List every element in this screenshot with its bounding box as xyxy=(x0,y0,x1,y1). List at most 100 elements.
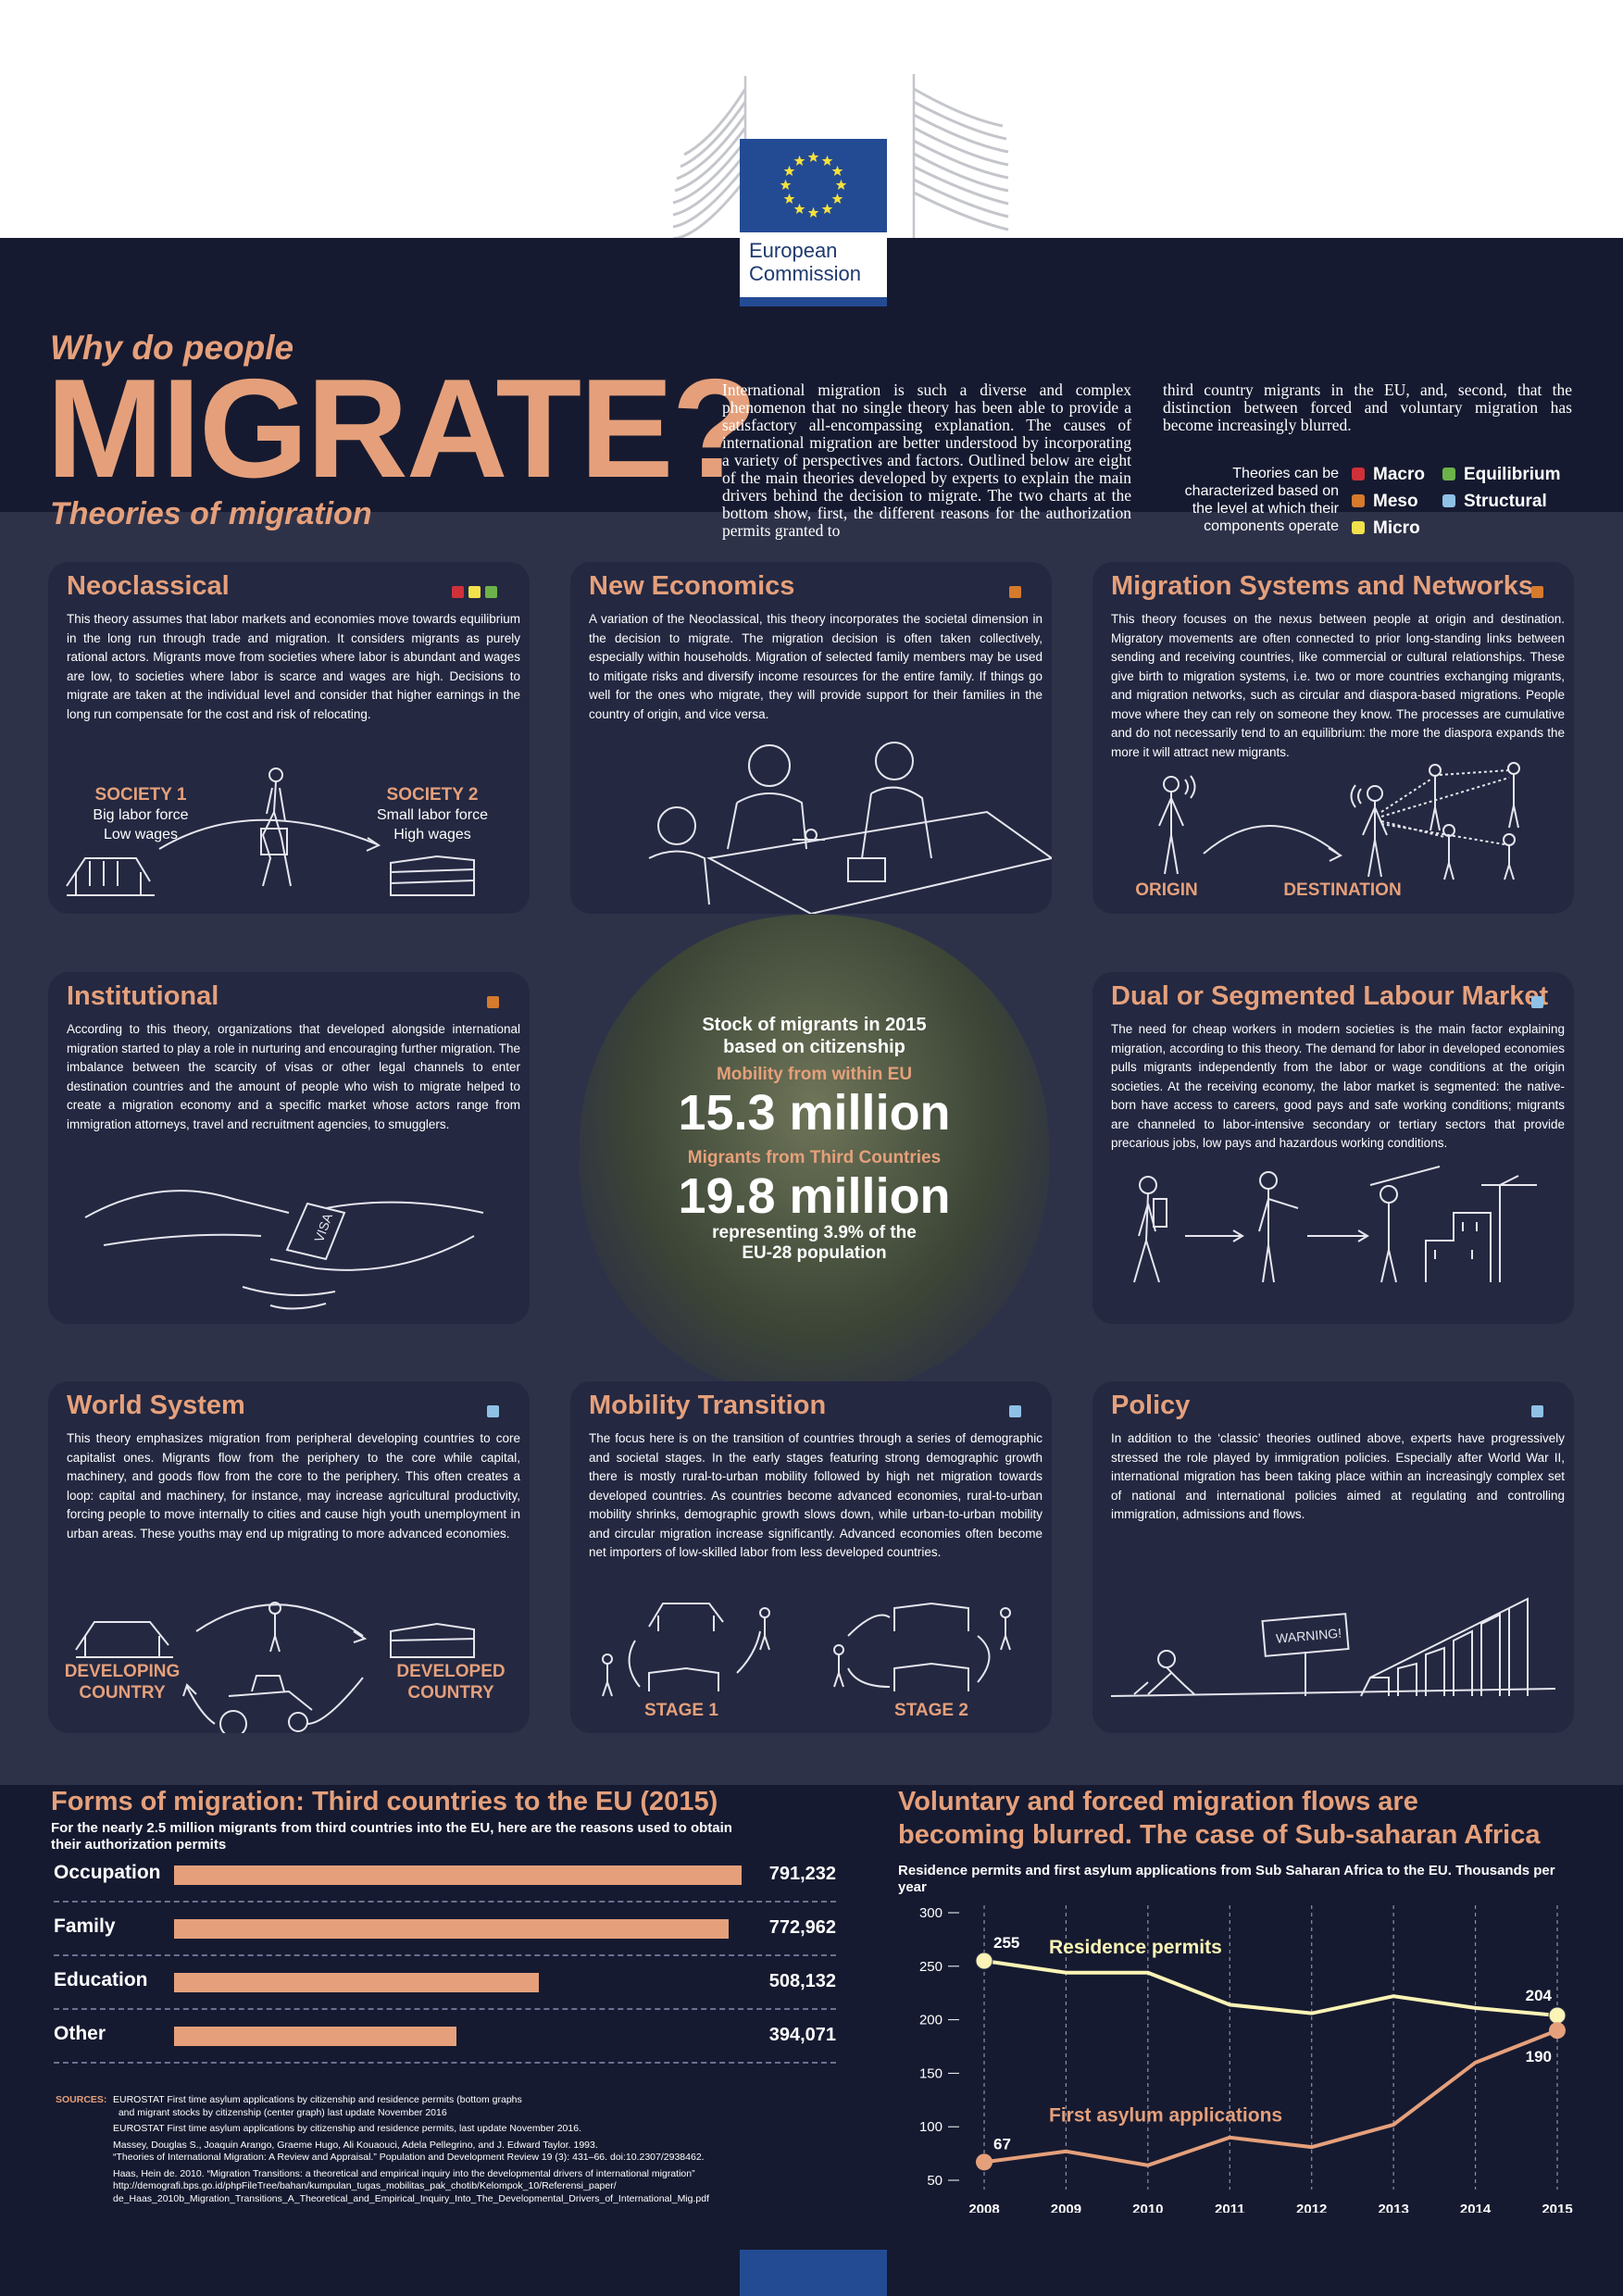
card-migration-systems: Migration Systems and Networks This theo… xyxy=(1092,562,1574,914)
data-label: 190 xyxy=(1526,2048,1552,2065)
bar xyxy=(174,2027,457,2046)
data-point xyxy=(976,2153,993,2171)
eu-star-icon xyxy=(821,203,833,214)
eu-star-icon xyxy=(831,165,843,176)
meso-marker xyxy=(1531,586,1543,598)
legend-label: Theories can be characterized based on t… xyxy=(1184,466,1339,534)
bar-row-education: Education 508,132 xyxy=(54,1956,836,2010)
network-people-illustration xyxy=(1158,762,1520,880)
legend-meso: Meso xyxy=(1352,492,1418,512)
eu-flag-icon xyxy=(740,139,887,232)
visa-label: VISA xyxy=(311,1211,335,1244)
card-text: This theory emphasizes migration from pe… xyxy=(67,1431,520,1541)
eu-star-icon xyxy=(793,155,805,166)
x-tick-label: 2011 xyxy=(1215,2202,1245,2213)
equilibrium-marker xyxy=(485,586,497,598)
card-world-system: World System This theory emphasizes migr… xyxy=(48,1381,530,1733)
series-line-residence xyxy=(983,1959,1558,2017)
population-note1: representing 3.9% of the xyxy=(712,1223,917,1242)
source-line: EUROSTAT First time asylum applications … xyxy=(113,2094,522,2105)
card-text: The need for cheap workers in modern soc… xyxy=(1111,1022,1565,1150)
card-title: World System xyxy=(67,1391,245,1420)
x-tick-label: 2013 xyxy=(1378,2202,1408,2213)
y-tick-label: 200 xyxy=(919,2013,943,2028)
labor-market-illustration xyxy=(1133,1166,1537,1283)
card-policy: Policy In addition to the ‘classic’ theo… xyxy=(1092,1381,1574,1733)
source-link[interactable]: http://demografi.bps.go.id/phpFileTree/b… xyxy=(113,2180,617,2191)
y-tick-label: 100 xyxy=(919,2119,943,2135)
page-title: MIGRATE? xyxy=(46,350,757,507)
sources-label: SOURCES: xyxy=(56,2094,107,2105)
data-point xyxy=(1549,2022,1566,2040)
legend-macro: Macro xyxy=(1352,465,1425,485)
eu-mobility-value: 15.3 million xyxy=(678,1085,951,1141)
structural-marker xyxy=(487,1405,499,1417)
stage1-label: STAGE 1 xyxy=(644,1701,718,1720)
card-text: This theory assumes that labor markets a… xyxy=(67,612,520,721)
eu-mobility-label: Mobility from within EU xyxy=(716,1065,913,1084)
card-title: Policy xyxy=(1111,1391,1191,1420)
eu-star-icon xyxy=(821,155,833,166)
migrant-walking-icon xyxy=(66,767,475,896)
family-table-illustration xyxy=(648,742,1052,914)
source-line: and migrant stocks by citizenship (cente… xyxy=(118,2106,447,2118)
eu-star-icon xyxy=(831,193,843,204)
y-tick-label: 250 xyxy=(919,1959,943,1975)
society1-line2: Low wages xyxy=(103,827,179,842)
developed-country-label: COUNTRY xyxy=(407,1683,494,1703)
eu-star-icon xyxy=(835,179,847,190)
structural-marker xyxy=(1531,1405,1543,1417)
card-new-economics: New Economics A variation of the Neoclas… xyxy=(570,562,1052,914)
card-title: Neoclassical xyxy=(67,571,230,601)
series-name-label: First asylum applications xyxy=(1049,2104,1282,2126)
mobility-stages-illustration xyxy=(602,1602,1011,1697)
flows-chart-subtitle: Residence permits and first asylum appli… xyxy=(898,1863,1555,1895)
warning-sign-label: WARNING! xyxy=(1276,1626,1342,1646)
flows-chart-title2: becoming blurred. The case of Sub-sahara… xyxy=(898,1820,1541,1850)
developing-country-label: COUNTRY xyxy=(79,1683,166,1703)
origin-label: ORIGIN xyxy=(1135,880,1198,900)
card-neoclassical: Neoclassical This theory assumes that la… xyxy=(48,562,530,914)
header-pre: Why do people xyxy=(50,329,294,367)
bar xyxy=(174,1973,539,1992)
card-title: Migration Systems and Networks xyxy=(1111,571,1534,601)
source-line: Massey, Douglas S., Joaquin Arango, Grae… xyxy=(113,2139,598,2151)
society2-line2: High wages xyxy=(393,827,471,842)
europe-map-background xyxy=(580,915,1049,1396)
footer-block xyxy=(740,2250,887,2296)
eu-star-icon xyxy=(783,165,795,176)
macro-marker xyxy=(452,586,464,598)
developing-label: DEVELOPING xyxy=(64,1662,181,1681)
population-note2: EU-28 population xyxy=(742,1243,887,1263)
series-line-asylum xyxy=(983,2028,1558,2167)
stage2-label: STAGE 2 xyxy=(894,1701,968,1720)
society2-label: SOCIETY 2 xyxy=(386,785,479,805)
legend-structural: Structural xyxy=(1442,492,1547,512)
eu-commission-logo: European Commission xyxy=(740,139,887,306)
data-point xyxy=(975,1952,993,1970)
destination-label: DESTINATION xyxy=(1283,880,1402,900)
stock-title1: Stock of migrants in 2015 xyxy=(702,1015,927,1035)
bar-row-occupation: Occupation 791,232 xyxy=(54,1849,836,1903)
bar-category-label: Occupation xyxy=(54,1862,161,1883)
data-label: 204 xyxy=(1526,1987,1553,2004)
flows-line-chart: 300 250 200 150 100 50 2008 2009 2010 2011 2012 201… xyxy=(919,1905,1573,2213)
bar-category-label: Other xyxy=(54,2023,106,2044)
society2-line1: Small labor force xyxy=(376,807,489,823)
bar-category-label: Education xyxy=(54,1969,148,1990)
bar-value-label: 791,232 xyxy=(768,1864,836,1884)
x-tick-label: 2014 xyxy=(1460,2202,1492,2213)
logo-line1: European xyxy=(749,239,838,262)
legend: Theories can be characterized based on t… xyxy=(1163,465,1579,541)
eu-star-icon xyxy=(793,203,805,214)
card-title: Mobility Transition xyxy=(589,1391,827,1420)
source-link[interactable]: de_Haas_2010b_Migration_Transitions_A_Th… xyxy=(113,2192,709,2204)
flows-chart-title1: Voluntary and forced migration flows are xyxy=(898,1787,1418,1816)
x-tick-label: 2010 xyxy=(1132,2202,1163,2213)
intro-col1: International migration is such a divers… xyxy=(722,381,1131,540)
legend-micro: Micro xyxy=(1352,518,1420,539)
x-tick-label: 2012 xyxy=(1296,2202,1327,2213)
card-text: This theory focuses on the nexus between… xyxy=(1111,612,1565,759)
bar-row-family: Family 772,962 xyxy=(54,1903,836,1956)
bar-value-label: 394,071 xyxy=(768,2025,836,2045)
